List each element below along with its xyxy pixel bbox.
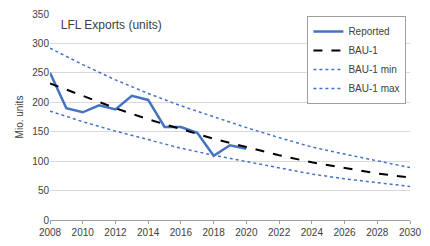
svg-text:100: 100 <box>32 156 49 167</box>
svg-text:300: 300 <box>32 38 49 49</box>
svg-text:150: 150 <box>32 126 49 137</box>
svg-text:0: 0 <box>43 215 49 226</box>
svg-text:BAU-1 max: BAU-1 max <box>348 83 399 94</box>
svg-text:2012: 2012 <box>104 227 127 238</box>
svg-text:BAU-1 min: BAU-1 min <box>348 64 396 75</box>
svg-text:2026: 2026 <box>333 227 356 238</box>
svg-text:50: 50 <box>38 185 50 196</box>
svg-text:2020: 2020 <box>235 227 258 238</box>
svg-text:2024: 2024 <box>301 227 324 238</box>
svg-text:LFL Exports (units): LFL Exports (units) <box>61 18 162 32</box>
svg-text:2018: 2018 <box>203 227 226 238</box>
svg-text:350: 350 <box>32 9 49 20</box>
svg-text:BAU-1: BAU-1 <box>348 45 378 56</box>
svg-text:250: 250 <box>32 67 49 78</box>
svg-text:2028: 2028 <box>366 227 389 238</box>
svg-text:Mio. units: Mio. units <box>14 96 25 139</box>
svg-text:2008: 2008 <box>39 227 62 238</box>
svg-text:2010: 2010 <box>72 227 95 238</box>
svg-text:2030: 2030 <box>399 227 422 238</box>
svg-text:200: 200 <box>32 97 49 108</box>
svg-text:Reported: Reported <box>348 26 389 37</box>
svg-text:2022: 2022 <box>268 227 291 238</box>
svg-text:2016: 2016 <box>170 227 193 238</box>
svg-text:2014: 2014 <box>137 227 160 238</box>
